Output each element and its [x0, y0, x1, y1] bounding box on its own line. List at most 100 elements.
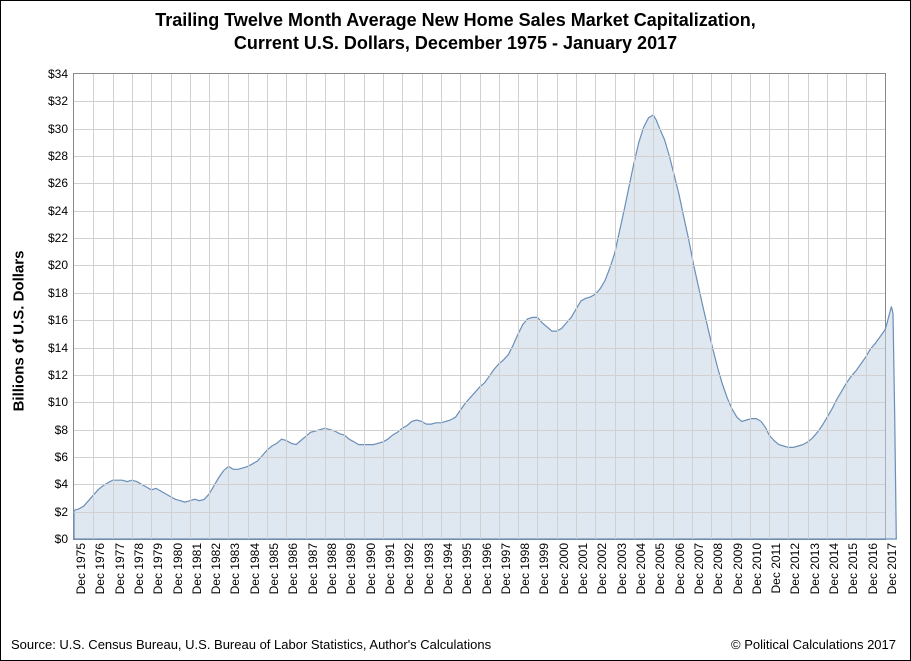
- gridline-v: [480, 74, 481, 539]
- gridline-v: [441, 74, 442, 539]
- y-tick-label: $22: [48, 231, 74, 245]
- x-tick-label: Dec 2017: [885, 543, 899, 594]
- gridline-v: [827, 74, 828, 539]
- x-tick-label: Dec 2013: [808, 543, 822, 594]
- gridline-v: [866, 74, 867, 539]
- gridline-v: [769, 74, 770, 539]
- gridline-v: [422, 74, 423, 539]
- x-tick-label: Dec 2000: [557, 543, 571, 594]
- gridline-v: [248, 74, 249, 539]
- chart-container: Trailing Twelve Month Average New Home S…: [0, 0, 911, 661]
- x-tick-label: Dec 1989: [344, 543, 358, 594]
- x-tick-label: Dec 2016: [866, 543, 880, 594]
- y-tick-label: $0: [55, 532, 74, 546]
- gridline-v: [634, 74, 635, 539]
- gridline-v: [286, 74, 287, 539]
- area-path: [74, 115, 896, 539]
- x-tick-label: Dec 1990: [364, 543, 378, 594]
- y-tick-label: $16: [48, 313, 74, 327]
- y-tick-label: $20: [48, 258, 74, 272]
- gridline-v: [132, 74, 133, 539]
- y-tick-label: $8: [55, 423, 74, 437]
- x-tick-label: Dec 1998: [518, 543, 532, 594]
- x-tick-label: Dec 1991: [383, 543, 397, 594]
- gridline-v: [673, 74, 674, 539]
- x-tick-label: Dec 2005: [653, 543, 667, 594]
- x-tick-label: Dec 1984: [248, 543, 262, 594]
- gridline-v: [711, 74, 712, 539]
- x-tick-label: Dec 1985: [267, 543, 281, 594]
- x-tick-label: Dec 2011: [769, 543, 783, 593]
- y-tick-label: $10: [48, 395, 74, 409]
- y-tick-label: $6: [55, 450, 74, 464]
- y-axis-label: Billions of U.S. Dollars: [11, 250, 28, 411]
- y-tick-label: $4: [55, 477, 74, 491]
- x-tick-label: Dec 1988: [325, 543, 339, 594]
- gridline-v: [731, 74, 732, 539]
- gridline-v: [576, 74, 577, 539]
- gridline-v: [151, 74, 152, 539]
- x-tick-label: Dec 1996: [480, 543, 494, 594]
- x-tick-label: Dec 1982: [209, 543, 223, 594]
- x-tick-label: Dec 2008: [711, 543, 725, 594]
- x-tick-label: Dec 2003: [615, 543, 629, 594]
- x-tick-label: Dec 1993: [422, 543, 436, 594]
- gridline-v: [171, 74, 172, 539]
- y-tick-label: $14: [48, 341, 74, 355]
- gridline-v: [653, 74, 654, 539]
- gridline-v: [537, 74, 538, 539]
- y-tick-label: $24: [48, 204, 74, 218]
- gridline-v: [692, 74, 693, 539]
- x-tick-label: Dec 2012: [788, 543, 802, 594]
- y-tick-label: $28: [48, 149, 74, 163]
- gridline-v: [518, 74, 519, 539]
- gridline-v: [93, 74, 94, 539]
- x-tick-label: Dec 1997: [499, 543, 513, 594]
- x-tick-label: Dec 1977: [113, 543, 127, 594]
- x-tick-label: Dec 1994: [441, 543, 455, 594]
- x-tick-label: Dec 1978: [132, 543, 146, 594]
- y-tick-label: $30: [48, 122, 74, 136]
- gridline-v: [788, 74, 789, 539]
- x-tick-label: Dec 1987: [306, 543, 320, 594]
- gridline-v: [364, 74, 365, 539]
- plot-area-wrap: $0$2$4$6$8$10$12$14$16$18$20$22$24$26$28…: [73, 73, 886, 540]
- gridline-v: [402, 74, 403, 539]
- x-tick-label: Dec 1979: [151, 543, 165, 594]
- x-tick-label: Dec 1992: [402, 543, 416, 594]
- plot-area: $0$2$4$6$8$10$12$14$16$18$20$22$24$26$28…: [73, 73, 886, 540]
- gridline-v: [228, 74, 229, 539]
- gridline-v: [808, 74, 809, 539]
- gridline-v: [499, 74, 500, 539]
- chart-title: Trailing Twelve Month Average New Home S…: [1, 1, 910, 54]
- x-tick-label: Dec 2014: [827, 543, 841, 594]
- x-tick-label: Dec 2004: [634, 543, 648, 594]
- x-tick-label: Dec 2009: [731, 543, 745, 594]
- x-tick-label: Dec 1976: [93, 543, 107, 594]
- gridline-v: [750, 74, 751, 539]
- y-tick-label: $26: [48, 176, 74, 190]
- x-tick-label: Dec 2015: [846, 543, 860, 594]
- y-tick-label: $34: [48, 67, 74, 81]
- footer-copyright: © Political Calculations 2017: [731, 637, 896, 652]
- gridline-v: [846, 74, 847, 539]
- x-tick-label: Dec 2001: [576, 543, 590, 594]
- x-tick-label: Dec 2006: [673, 543, 687, 594]
- y-tick-label: $12: [48, 368, 74, 382]
- x-tick-label: Dec 1981: [190, 543, 204, 594]
- gridline-v: [460, 74, 461, 539]
- gridline-v: [383, 74, 384, 539]
- x-tick-label: Dec 2007: [692, 543, 706, 594]
- x-tick-label: Dec 1995: [460, 543, 474, 594]
- gridline-v: [267, 74, 268, 539]
- gridline-v: [113, 74, 114, 539]
- x-tick-label: Dec 1975: [74, 543, 88, 594]
- footer-source: Source: U.S. Census Bureau, U.S. Bureau …: [11, 637, 491, 652]
- gridline-v: [595, 74, 596, 539]
- gridline-v: [306, 74, 307, 539]
- x-tick-label: Dec 1980: [171, 543, 185, 594]
- x-tick-label: Dec 1999: [537, 543, 551, 594]
- x-tick-label: Dec 1986: [286, 543, 300, 594]
- y-tick-label: $2: [55, 505, 74, 519]
- y-tick-label: $32: [48, 94, 74, 108]
